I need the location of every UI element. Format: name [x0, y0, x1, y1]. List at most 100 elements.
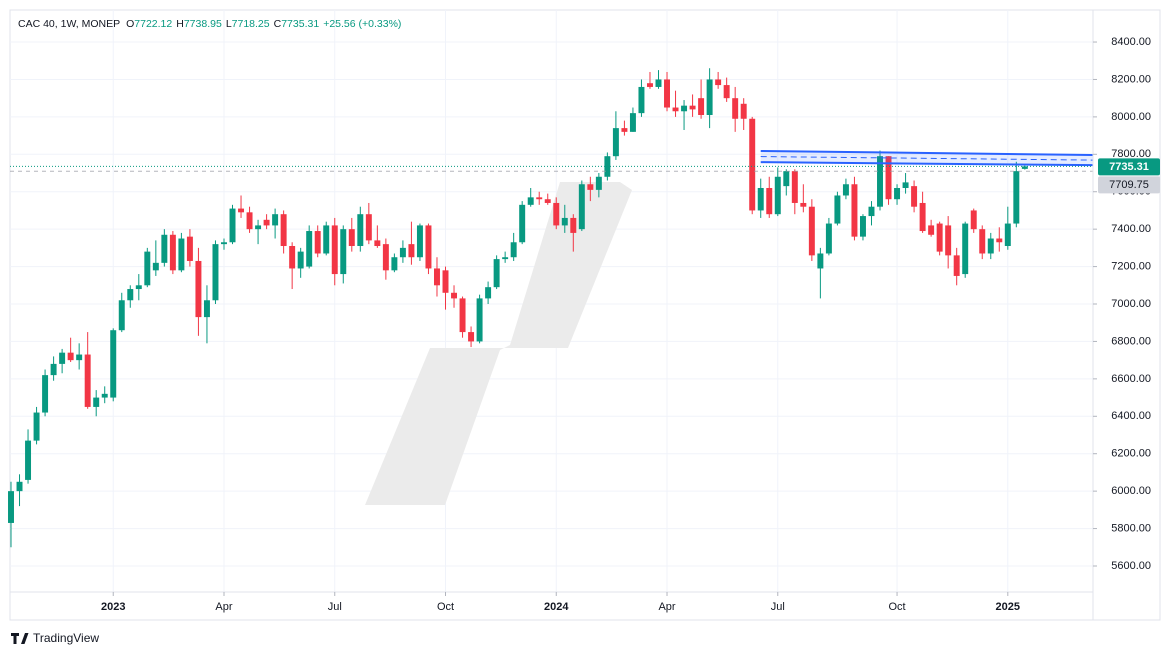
- candle-body: [877, 156, 883, 207]
- plot: [8, 68, 1094, 548]
- y-tick-label: 8000.00: [1111, 111, 1151, 123]
- x-tick-label: 2023: [101, 601, 125, 613]
- candle-body: [442, 270, 449, 293]
- channel-midline: [760, 156, 1094, 161]
- candle-body: [135, 285, 142, 290]
- candle-body: [331, 225, 338, 275]
- candle-body: [297, 251, 304, 269]
- candle-body: [101, 393, 108, 398]
- candle-body: [365, 214, 372, 241]
- y-tick-label: 8400.00: [1111, 36, 1151, 48]
- candle-body: [502, 257, 509, 260]
- x-tick-label: Oct: [437, 601, 454, 613]
- candle-body: [570, 217, 577, 233]
- candle-body: [340, 229, 347, 275]
- y-tick-label: 5800.00: [1111, 522, 1151, 534]
- candle-body: [706, 79, 713, 116]
- legend-text: CAC 40, 1W, MONEP O7722.12 H7738.95 L7718.2…: [18, 18, 401, 30]
- candle-body: [664, 79, 670, 108]
- candle-body: [289, 246, 296, 269]
- candle-body: [740, 103, 747, 119]
- candle-body: [306, 231, 313, 267]
- candle-body: [374, 240, 381, 247]
- brand-logo: TradingView: [11, 631, 99, 645]
- candle-body: [59, 352, 66, 364]
- x-tick-label: 2025: [996, 601, 1020, 613]
- y-tick-label: 6600.00: [1111, 373, 1151, 385]
- candle-body: [1004, 223, 1011, 247]
- candle-body: [451, 292, 458, 299]
- candle-body: [263, 219, 270, 226]
- candle-body: [476, 298, 483, 342]
- candle-body: [399, 247, 406, 258]
- candle-body: [757, 187, 764, 211]
- candle-body: [544, 199, 551, 203]
- y-tick-label: 7800.00: [1111, 148, 1151, 160]
- candle-body: [212, 244, 219, 301]
- candle-body: [885, 156, 892, 200]
- candle-body: [681, 105, 688, 112]
- channel-line: [760, 149, 1094, 157]
- candle-body: [561, 217, 568, 226]
- candle-body: [825, 223, 832, 254]
- candle-body: [434, 268, 440, 286]
- y-tick-label: 6800.00: [1111, 335, 1151, 347]
- ohlc-value: 7718.25: [232, 18, 270, 30]
- candle-body: [519, 204, 526, 243]
- candle-body: [152, 262, 159, 271]
- y-tick-label: 7000.00: [1111, 298, 1151, 310]
- candle-body: [459, 298, 466, 333]
- candle-body: [76, 354, 83, 361]
- candle-body: [238, 208, 245, 213]
- ohlc-letter: L: [226, 18, 232, 30]
- x-tick-label: Apr: [215, 601, 232, 613]
- chart-frame: [9, 9, 1161, 621]
- candle-body: [84, 354, 91, 407]
- candle-body: [612, 128, 619, 157]
- candle-body: [698, 98, 705, 116]
- candle-body: [808, 206, 815, 256]
- candle-body: [416, 225, 423, 258]
- candle-body: [1013, 171, 1020, 224]
- candle-body: [732, 98, 739, 119]
- candle-body: [587, 184, 594, 190]
- candle-body: [629, 113, 636, 132]
- candle-body: [851, 184, 858, 237]
- candle-body: [425, 225, 432, 269]
- candle-body: [970, 210, 977, 230]
- x-tick-label: Jul: [328, 601, 342, 613]
- candle-body: [178, 238, 185, 271]
- watermark-logo: [365, 182, 632, 505]
- candle-body: [749, 118, 756, 211]
- candle-body: [536, 197, 543, 200]
- candle-body: [868, 206, 875, 217]
- candle-body: [67, 352, 74, 361]
- candle-body: [945, 225, 952, 256]
- candle-body: [1021, 166, 1028, 169]
- candle-body: [8, 491, 14, 523]
- candle-body: [553, 202, 560, 226]
- candle-body: [766, 187, 773, 215]
- candle-body: [859, 216, 866, 237]
- candle-body: [791, 171, 798, 203]
- candle-body: [715, 79, 722, 86]
- y-tick-label: 5600.00: [1111, 560, 1151, 572]
- y-tick-label: 6000.00: [1111, 485, 1151, 497]
- x-tick-label: Apr: [658, 601, 675, 613]
- reference-price-label: 7709.75: [1109, 179, 1149, 191]
- candle-body: [221, 242, 227, 245]
- reference-price-tag: [1098, 176, 1160, 194]
- candle-body: [203, 300, 210, 318]
- candle-body: [280, 214, 287, 247]
- candle-body: [894, 187, 901, 200]
- candle-body: [144, 251, 151, 286]
- candle-body: [996, 238, 1003, 243]
- candle-body: [672, 107, 679, 112]
- candle-body: [195, 260, 202, 318]
- candle-body: [510, 242, 517, 258]
- candle-body: [595, 176, 602, 190]
- candle-body: [527, 197, 534, 205]
- y-tick-label: 6200.00: [1111, 448, 1151, 460]
- candle-body: [255, 225, 262, 230]
